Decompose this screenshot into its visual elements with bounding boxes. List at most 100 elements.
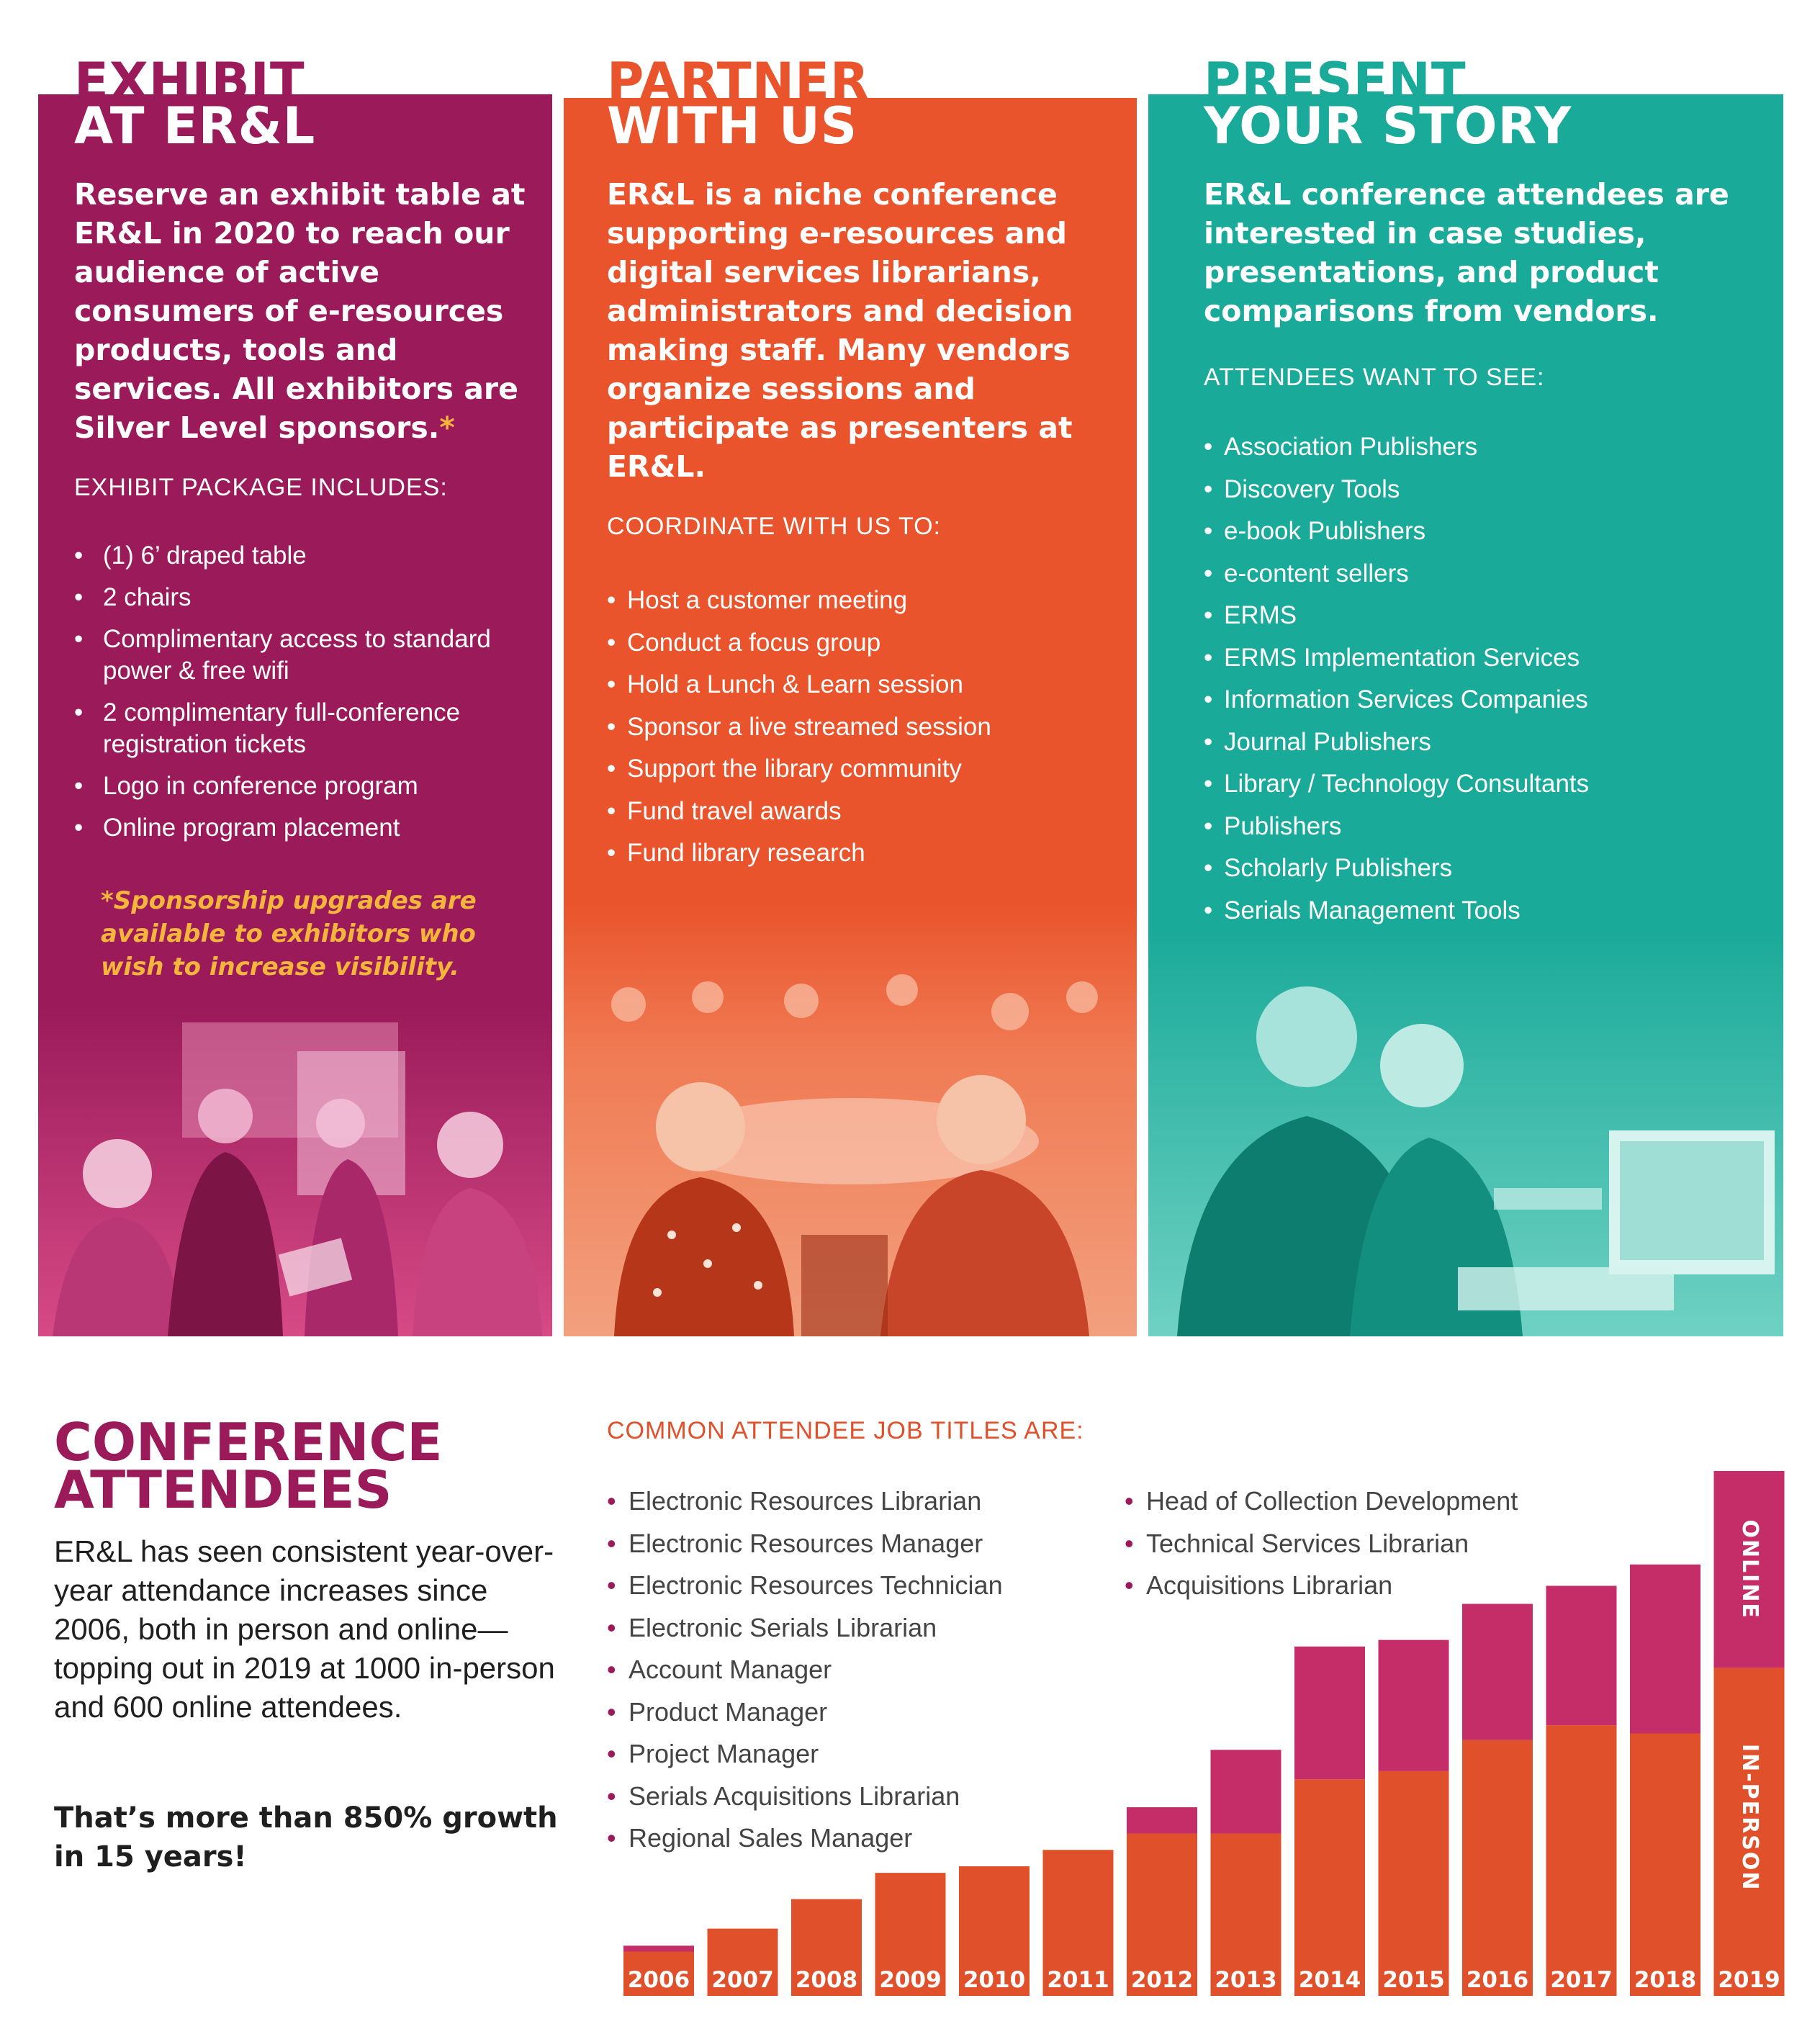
list-item: Hold a Lunch & Learn session xyxy=(607,664,1111,706)
jobs-list-col2: Head of Collection DevelopmentTechnical … xyxy=(1125,1480,1518,1607)
year-label: 2016 xyxy=(1467,1967,1528,1993)
list-item: Conduct a focus group xyxy=(607,622,1111,665)
job-title-item: Electronic Serials Librarian xyxy=(607,1607,1003,1650)
bar-online-2012 xyxy=(1127,1807,1197,1834)
job-title-item: Project Manager xyxy=(607,1733,1003,1776)
year-label: 2014 xyxy=(1299,1967,1361,1993)
exhibit-intro-text: Reserve an exhibit table at ER&L in 2020… xyxy=(74,177,526,445)
partner-title-line2: WITH US xyxy=(607,96,858,156)
year-label: 2018 xyxy=(1634,1967,1696,1993)
exhibit-intro-asterisk: * xyxy=(439,410,455,445)
list-item: Support the library community xyxy=(607,748,1111,791)
bar-in-person-2017 xyxy=(1546,1725,1617,1996)
list-item: Online program placement xyxy=(74,812,535,844)
bar-in-person-2018 xyxy=(1630,1733,1700,1996)
list-item: Sponsor a live streamed session xyxy=(607,706,1111,749)
year-label: 2019 xyxy=(1718,1967,1780,1993)
bar-in-person-2012 xyxy=(1127,1833,1197,1996)
bar-in-person-2008 xyxy=(791,1899,862,1996)
list-item: ERMS xyxy=(1204,595,1751,637)
list-item: Serials Management Tools xyxy=(1204,890,1751,932)
job-title-item: Electronic Resources Librarian xyxy=(607,1480,1003,1523)
job-title-item: Acquisitions Librarian xyxy=(1125,1565,1518,1607)
legend-online-label: ONLINE xyxy=(1737,1519,1762,1619)
legend-in-person-label: IN-PERSON xyxy=(1737,1744,1762,1891)
exhibit-intro: Reserve an exhibit table at ER&L in 2020… xyxy=(74,175,535,447)
job-title-item: Electronic Resources Technician xyxy=(607,1565,1003,1607)
bar-in-person-2014 xyxy=(1294,1779,1365,1996)
partner-coordinate-list: Host a customer meetingConduct a focus g… xyxy=(607,580,1111,875)
year-label: 2015 xyxy=(1382,1967,1444,1993)
partner-coordinate-heading: COORDINATE WITH US TO: xyxy=(607,513,942,540)
bar-in-person-2010 xyxy=(959,1866,1030,1996)
job-title-item: Head of Collection Development xyxy=(1125,1480,1518,1523)
year-label: 2008 xyxy=(796,1967,857,1993)
partner-title: PARTNER WITH US xyxy=(607,52,870,156)
list-item: Fund travel awards xyxy=(607,791,1111,833)
year-label: 2013 xyxy=(1215,1967,1276,1993)
list-item: (1) 6’ draped table xyxy=(74,540,535,572)
partner-photo xyxy=(564,904,1137,1336)
jobs-heading: COMMON ATTENDEE JOB TITLES ARE: xyxy=(607,1417,1084,1444)
list-item: Logo in conference program xyxy=(74,770,535,802)
bar-in-person-2013 xyxy=(1210,1833,1281,1996)
bar-online-2006 xyxy=(623,1945,694,1952)
list-item: Information Services Companies xyxy=(1204,679,1751,721)
present-want-list: Association PublishersDiscovery Toolse-b… xyxy=(1204,426,1751,932)
bar-in-person-2006 xyxy=(623,1951,694,1996)
attendees-growth: That’s more than 850% growth in 15 years… xyxy=(54,1801,558,1873)
attendees-title-line2: ATTENDEES xyxy=(54,1459,392,1520)
job-title-item: Account Manager xyxy=(607,1649,1003,1691)
exhibit-photo xyxy=(38,1008,552,1336)
list-item: Scholarly Publishers xyxy=(1204,847,1751,890)
attendees-title-line1: CONFERENCE xyxy=(54,1412,443,1472)
job-title-item: Product Manager xyxy=(607,1691,1003,1734)
year-label: 2011 xyxy=(1047,1967,1109,1993)
list-item: ERMS Implementation Services xyxy=(1204,637,1751,680)
bar-online-2018 xyxy=(1630,1564,1700,1734)
present-photo xyxy=(1148,929,1783,1336)
partner-intro: ER&L is a niche conference supporting e-… xyxy=(607,177,1073,484)
bar-online-2014 xyxy=(1294,1646,1365,1780)
list-item: Association Publishers xyxy=(1204,426,1751,469)
job-title-item: Serials Acquisitions Librarian xyxy=(607,1776,1003,1818)
bar-in-person-2016 xyxy=(1462,1740,1533,1996)
year-label: 2010 xyxy=(963,1967,1025,1993)
bar-online-2019 xyxy=(1713,1471,1785,1668)
job-title-item: Regional Sales Manager xyxy=(607,1817,1003,1860)
bar-online-2013 xyxy=(1210,1750,1281,1834)
list-item: Publishers xyxy=(1204,806,1751,848)
list-item: Host a customer meeting xyxy=(607,580,1111,622)
job-title-item: Electronic Resources Manager xyxy=(607,1523,1003,1565)
exhibit-package-heading: EXHIBIT PACKAGE INCLUDES: xyxy=(74,474,448,501)
list-item: 2 chairs xyxy=(74,582,535,613)
attendees-title: CONFERENCE ATTENDEES xyxy=(54,1412,443,1520)
list-item: Complimentary access to standard power &… xyxy=(74,624,535,687)
year-label: 2006 xyxy=(628,1967,690,1993)
exhibit-title-line2: AT ER&L xyxy=(74,96,316,156)
exhibit-title: EXHIBIT AT ER&L xyxy=(74,52,316,156)
exhibit-footnote: *Sponsorship upgrades are available to e… xyxy=(101,886,477,981)
exhibit-package-list: (1) 6’ draped table 2 chairs Complimentary… xyxy=(74,540,535,854)
bar-in-person-2007 xyxy=(707,1928,778,1996)
present-title-line2: YOUR STORY xyxy=(1204,96,1572,156)
bar-online-2015 xyxy=(1378,1639,1449,1771)
year-label: 2017 xyxy=(1550,1967,1612,1993)
present-title: PRESENT YOUR STORY xyxy=(1204,56,1572,156)
year-label: 2009 xyxy=(879,1967,941,1993)
list-item: Journal Publishers xyxy=(1204,721,1751,764)
year-label: 2012 xyxy=(1131,1967,1193,1993)
exhibit-title-line1: EXHIBIT xyxy=(74,52,305,111)
attendees-body: ER&L has seen consistent year-over-year … xyxy=(54,1534,555,1724)
bar-in-person-2009 xyxy=(875,1873,946,1996)
partner-title-line1: PARTNER xyxy=(607,52,870,111)
list-item: Fund library research xyxy=(607,832,1111,875)
job-title-item: Technical Services Librarian xyxy=(1125,1523,1518,1565)
present-want-heading: ATTENDEES WANT TO SEE: xyxy=(1204,364,1545,391)
bar-in-person-2015 xyxy=(1378,1771,1449,1996)
year-label: 2007 xyxy=(711,1967,773,1993)
bar-online-2017 xyxy=(1546,1585,1617,1726)
list-item: e-book Publishers xyxy=(1204,510,1751,553)
bar-online-2016 xyxy=(1462,1603,1533,1740)
